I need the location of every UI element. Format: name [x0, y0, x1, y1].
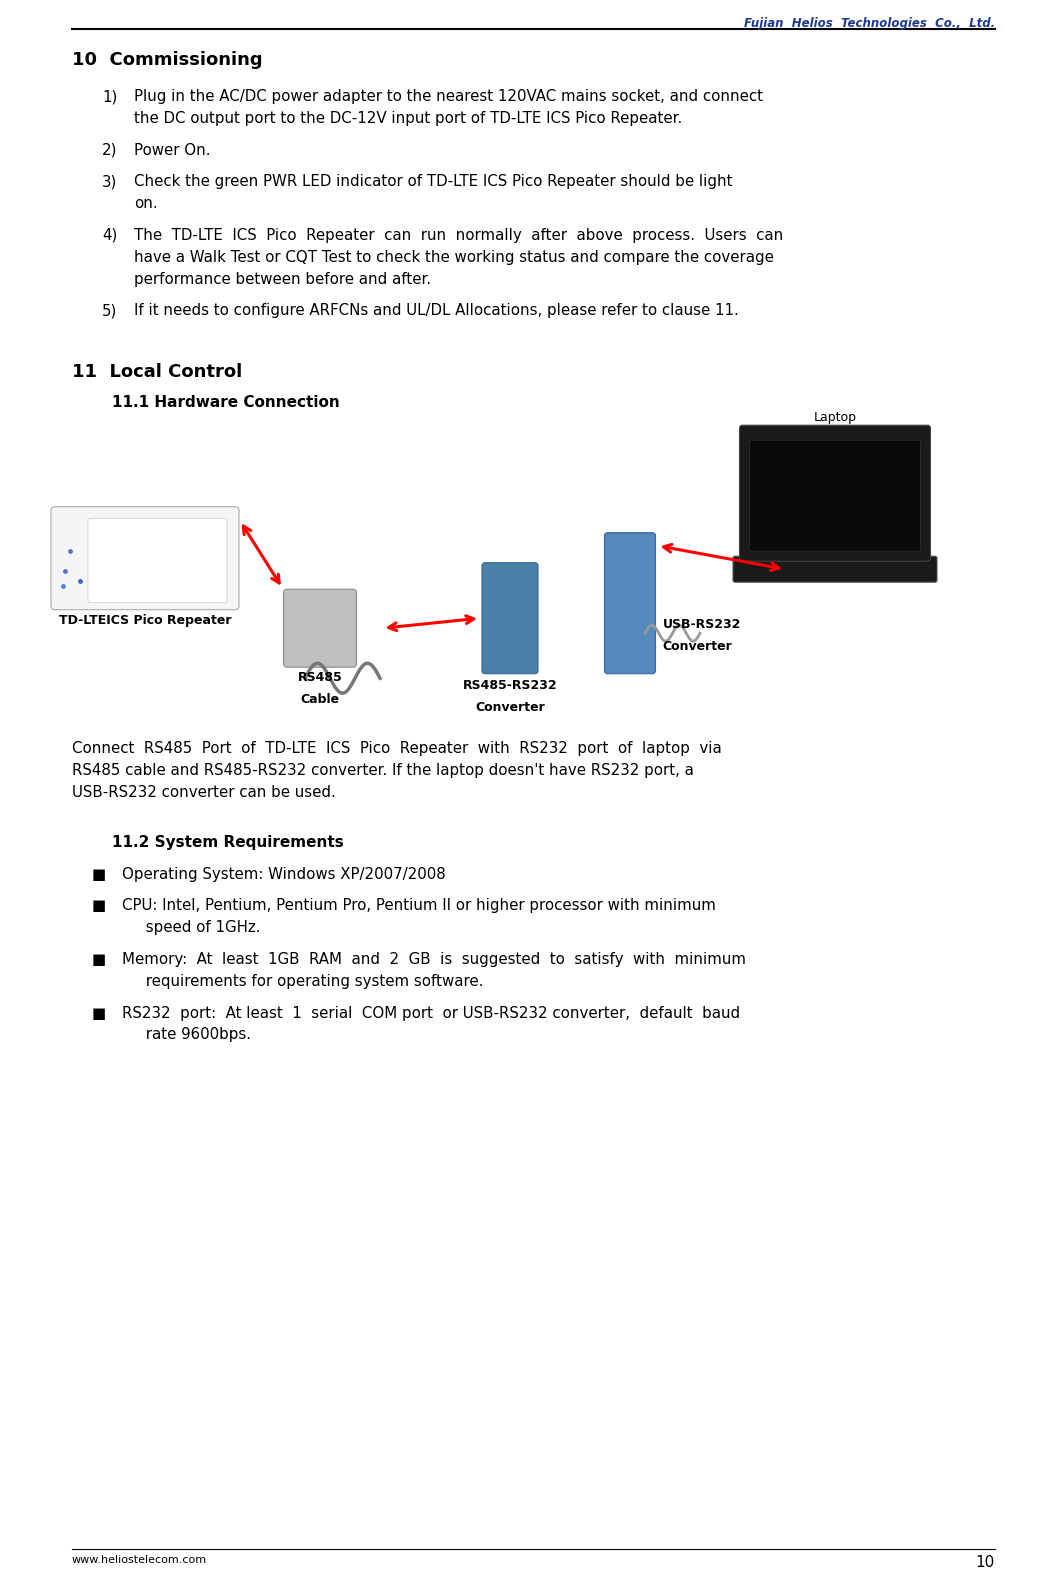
Text: 5): 5) — [102, 303, 118, 319]
Text: TD-LTEICS Pico Repeater: TD-LTEICS Pico Repeater — [59, 614, 231, 627]
Text: RS485: RS485 — [297, 671, 342, 684]
FancyBboxPatch shape — [750, 441, 921, 551]
Text: Fujian  Helios  Technologies  Co.,  Ltd.: Fujian Helios Technologies Co., Ltd. — [743, 17, 995, 30]
Text: Power On.: Power On. — [134, 142, 210, 158]
Text: Converter: Converter — [475, 701, 545, 714]
FancyBboxPatch shape — [482, 562, 538, 674]
Text: 11.2 System Requirements: 11.2 System Requirements — [112, 835, 343, 850]
Text: have a Walk Test or CQT Test to check the working status and compare the coverag: have a Walk Test or CQT Test to check th… — [134, 249, 774, 265]
Text: USB-RS232: USB-RS232 — [663, 619, 741, 632]
Text: on.: on. — [134, 196, 158, 212]
Text: ■: ■ — [92, 1006, 106, 1020]
Text: Converter: Converter — [663, 639, 732, 654]
Text: Cable: Cable — [300, 693, 339, 706]
Text: RS232  port:  At least  1  serial  COM port  or USB-RS232 converter,  default  b: RS232 port: At least 1 serial COM port o… — [122, 1006, 740, 1020]
Text: Plug in the AC/DC power adapter to the nearest 120VAC mains socket, and connect: Plug in the AC/DC power adapter to the n… — [134, 88, 763, 104]
Text: Memory:  At  least  1GB  RAM  and  2  GB  is  suggested  to  satisfy  with  mini: Memory: At least 1GB RAM and 2 GB is sug… — [122, 952, 746, 966]
Text: requirements for operating system software.: requirements for operating system softwa… — [122, 974, 483, 988]
Text: speed of 1GHz.: speed of 1GHz. — [122, 921, 260, 935]
Text: 2): 2) — [102, 142, 118, 158]
FancyBboxPatch shape — [739, 425, 930, 561]
Text: RS485-RS232: RS485-RS232 — [463, 679, 558, 692]
Text: 4): 4) — [102, 227, 118, 243]
FancyBboxPatch shape — [51, 507, 239, 609]
Text: Connect  RS485  Port  of  TD-LTE  ICS  Pico  Repeater  with  RS232  port  of  la: Connect RS485 Port of TD-LTE ICS Pico Re… — [72, 741, 721, 756]
Text: 1): 1) — [102, 88, 118, 104]
Text: CPU: Intel, Pentium, Pentium Pro, Pentium II or higher processor with minimum: CPU: Intel, Pentium, Pentium Pro, Pentiu… — [122, 898, 716, 913]
FancyBboxPatch shape — [284, 589, 357, 668]
Text: ■: ■ — [92, 898, 106, 913]
Text: www.heliostelecom.com: www.heliostelecom.com — [72, 1555, 207, 1565]
Text: If it needs to configure ARFCNs and UL/DL Allocations, please refer to clause 11: If it needs to configure ARFCNs and UL/D… — [134, 303, 739, 319]
Text: RS485 cable and RS485-RS232 converter. If the laptop doesn't have RS232 port, a: RS485 cable and RS485-RS232 converter. I… — [72, 763, 694, 778]
FancyBboxPatch shape — [88, 518, 227, 603]
Text: Operating System: Windows XP/2007/2008: Operating System: Windows XP/2007/2008 — [122, 867, 446, 881]
Text: 10: 10 — [975, 1555, 995, 1570]
Text: the DC output port to the DC-12V input port of TD-LTE ICS Pico Repeater.: the DC output port to the DC-12V input p… — [134, 111, 682, 126]
Text: 11  Local Control: 11 Local Control — [72, 363, 243, 381]
FancyBboxPatch shape — [605, 532, 655, 674]
Text: 3): 3) — [102, 174, 118, 189]
Text: rate 9600bps.: rate 9600bps. — [122, 1028, 251, 1042]
FancyBboxPatch shape — [733, 556, 937, 583]
Text: performance between before and after.: performance between before and after. — [134, 272, 432, 287]
Text: The  TD-LTE  ICS  Pico  Repeater  can  run  normally  after  above  process.  Us: The TD-LTE ICS Pico Repeater can run nor… — [134, 227, 783, 243]
Text: Check the green PWR LED indicator of TD-LTE ICS Pico Repeater should be light: Check the green PWR LED indicator of TD-… — [134, 174, 733, 189]
Text: USB-RS232 converter can be used.: USB-RS232 converter can be used. — [72, 785, 336, 801]
Text: ■: ■ — [92, 952, 106, 966]
Text: 11.1 Hardware Connection: 11.1 Hardware Connection — [112, 395, 340, 411]
Text: ■: ■ — [92, 867, 106, 881]
Text: Laptop: Laptop — [814, 411, 857, 425]
Text: 10  Commissioning: 10 Commissioning — [72, 51, 262, 69]
